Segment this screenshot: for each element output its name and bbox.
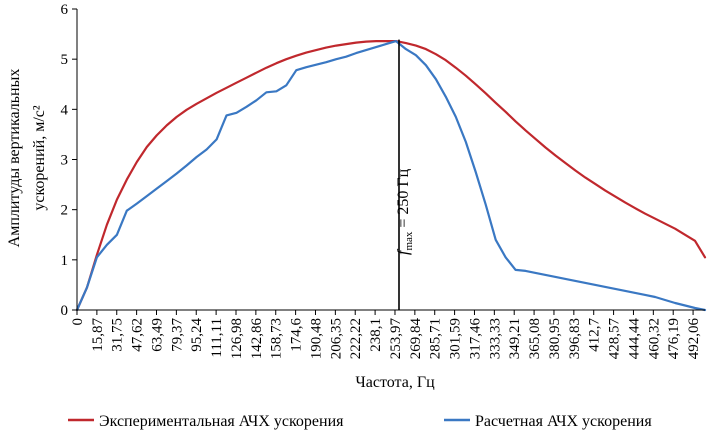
x-tick-label: 222,22 [348,318,364,359]
series-line-experimental [75,39,707,312]
x-tick-label: 142,86 [249,318,265,360]
x-tick-label: 126,98 [229,318,245,359]
legend-label-experimental: Экспериментальная АЧХ ускорения [99,413,344,430]
x-axis-label: Частота, Гц [355,374,435,391]
x-tick-label: 492,06 [686,318,702,360]
y-tick-label: 2 [61,203,69,219]
x-tick-label: 238,1 [368,318,384,352]
y-tick-label: 4 [61,102,69,118]
y-axis-label-line2: ускорений, м/с² [31,105,48,211]
fmax-label-sub: max [403,231,415,250]
x-tick-label: 111,11 [209,318,225,358]
fmax-annotation: fmax = 250 Гц [395,39,415,310]
ticks-group: 0 1 2 3 4 5 6 0 15,87 31,75 47,62 63,49 79,37 95,24 11… [61,2,703,359]
x-tick-label: 460,32 [646,318,662,359]
x-tick-label: 269,84 [408,318,424,360]
x-tick-label: 158,73 [269,318,285,359]
x-tick-label: 444,44 [626,318,642,360]
y-tick-label: 6 [61,2,69,18]
x-tick-label: 79,37 [169,318,185,352]
y-tick-label: 0 [61,303,69,319]
x-tick-label: 206,35 [328,318,344,359]
x-tick-label: 47,62 [130,318,146,352]
y-tick-label: 1 [61,253,69,269]
x-tick-label: 95,24 [189,318,205,352]
y-tick-label: 5 [61,52,69,68]
x-tick-label: 396,83 [567,318,583,359]
x-tick-label: 174,6 [289,318,305,352]
series-group [75,39,707,312]
x-tick-label: 285,71 [428,318,444,359]
x-tick-label: 476,19 [666,318,682,359]
axes-group [76,9,705,311]
legend-label-calculated: Расчетная АЧХ ускорения [475,413,652,430]
x-tick-label: 380,95 [547,318,563,359]
x-tick-label: 301,59 [448,318,464,359]
x-tick-label: 365,08 [527,318,543,359]
x-tick-label: 412,7 [587,318,603,352]
x-tick-label: 63,49 [149,318,165,352]
x-tick-label: 31,75 [110,318,126,352]
x-tick-label: 190,48 [308,318,324,359]
x-tick-label: 0 [70,318,86,326]
x-tick-label: 333,33 [487,318,503,359]
fmax-label-f: f [395,248,412,255]
y-axis-label-line1: Амплитуды вертикальных [6,69,23,248]
fmax-label: fmax = 250 Гц [395,168,415,255]
x-tick-label: 349,21 [507,318,523,359]
fmax-label-rest: = 250 Гц [395,168,412,231]
x-tick-label: 253,97 [388,318,404,360]
y-tick-label: 3 [61,153,69,169]
series-line-calculated [75,39,707,312]
legend: Экспериментальная АЧХ ускорения Расчетна… [68,413,652,430]
x-tick-label: 15,87 [90,318,106,352]
x-tick-label: 317,46 [467,318,483,360]
x-tick-label: 428,57 [607,318,623,360]
